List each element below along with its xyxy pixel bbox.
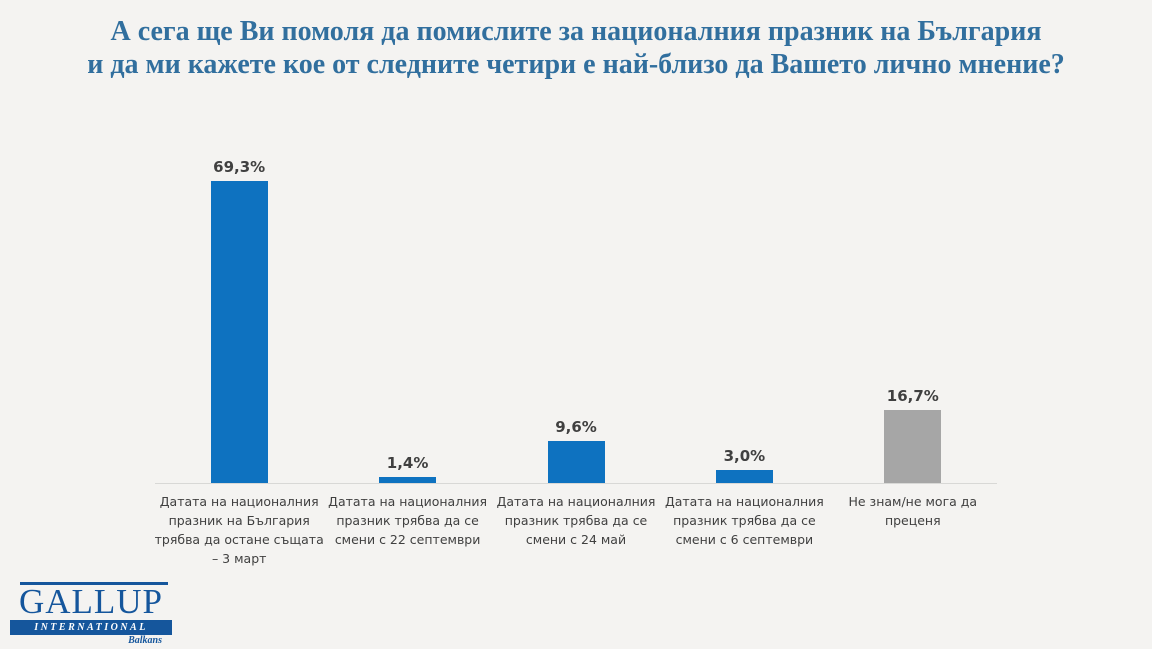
chart-question-title: А сега ще Ви помоля да помислите за наци… (0, 15, 1152, 81)
bar-value-label-2: 9,6% (555, 418, 597, 436)
logo-top-rule (20, 582, 168, 585)
bar-value-label-3: 3,0% (723, 447, 766, 465)
logo-international-banner: INTERNATIONAL (10, 620, 172, 635)
bar-value-label-0: 69,3% (213, 158, 266, 176)
title-line-2: и да ми кажете кое от следните четири е … (87, 49, 1065, 80)
bar-category-label-2: Датата на националния празник трябва да … (496, 494, 656, 547)
bar-2 (547, 441, 605, 483)
bar-category-label-4: Не знам/не мога да преценя (848, 494, 978, 528)
bar-category-label-1: Датата на националния празник трябва да … (328, 494, 488, 547)
bar-4 (884, 410, 942, 483)
x-axis-line (155, 483, 997, 484)
logo-gallup-text: GALLUP (18, 582, 164, 621)
bar-category-label-3: Датата на националния празник трябва да … (664, 494, 824, 547)
title-line-1: А сега ще Ви помоля да помислите за наци… (110, 16, 1042, 47)
bar-value-label-1: 1,4% (386, 454, 429, 472)
bar-value-label-4: 16,7% (886, 387, 939, 405)
bar-1 (379, 477, 437, 483)
logo-balkans-text: Balkans (128, 635, 162, 646)
bar-category-label-0: Датата на националния празник на Българи… (154, 494, 324, 566)
bar-0 (210, 181, 268, 483)
gallup-logo: GALLUP INTERNATIONAL Balkans (10, 580, 172, 646)
bar-3 (715, 470, 773, 483)
